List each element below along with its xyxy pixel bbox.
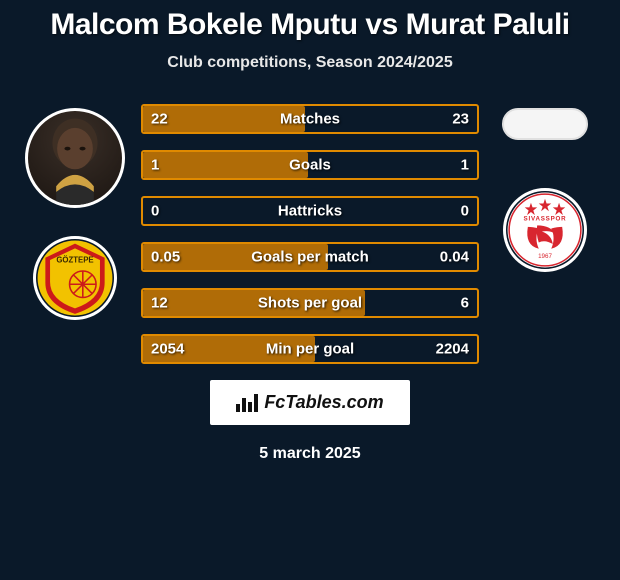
stat-value-left: 0.05 [151, 249, 180, 266]
stat-bar-fill [143, 152, 308, 178]
branding-text: FcTables.com [264, 392, 383, 413]
stat-value-right: 6 [461, 295, 469, 312]
player1-club-badge: GÖZTEPE [33, 236, 117, 320]
stat-row: 0.05 Goals per match 0.04 [141, 242, 479, 272]
stat-label: Goals per match [251, 249, 369, 266]
stat-value-left: 1 [151, 157, 159, 174]
stat-value-right: 1 [461, 157, 469, 174]
stat-row: 0 Hattricks 0 [141, 196, 479, 226]
stat-value-right: 0.04 [440, 249, 469, 266]
page-subtitle: Club competitions, Season 2024/2025 [167, 54, 452, 72]
stat-row: 2054 Min per goal 2204 [141, 334, 479, 364]
svg-text:GÖZTEPE: GÖZTEPE [56, 255, 93, 264]
player-left-column: GÖZTEPE [15, 104, 135, 320]
player1-avatar [25, 108, 125, 208]
comparison-row: GÖZTEPE 22 Matches 23 1 Goals 1 0 Hattricks 0 0.0… [0, 104, 620, 364]
stat-label: Matches [280, 111, 340, 128]
stat-value-right: 0 [461, 203, 469, 220]
stat-label: Min per goal [266, 341, 354, 358]
stat-value-left: 22 [151, 111, 168, 128]
stat-label: Hattricks [278, 203, 342, 220]
bar-chart-icon [236, 394, 258, 412]
page-root: Malcom Bokele Mputu vs Murat Paluli Club… [0, 0, 620, 463]
stat-bars: 22 Matches 23 1 Goals 1 0 Hattricks 0 0.05 Goals p… [135, 104, 485, 364]
avatar-placeholder-icon [28, 108, 122, 208]
club-crest-goztepe-icon: GÖZTEPE [36, 236, 114, 320]
player2-avatar-placeholder [502, 108, 588, 140]
stat-label: Goals [289, 157, 331, 174]
svg-text:1967: 1967 [538, 253, 552, 260]
stat-value-left: 12 [151, 295, 168, 312]
stat-value-right: 2204 [436, 341, 469, 358]
stat-value-right: 23 [452, 111, 469, 128]
stat-label: Shots per goal [258, 295, 362, 312]
branding-badge: FcTables.com [210, 380, 410, 425]
date-text: 5 march 2025 [259, 445, 360, 463]
stat-row: 22 Matches 23 [141, 104, 479, 134]
stat-value-left: 2054 [151, 341, 184, 358]
svg-text:SIVASSPOR: SIVASSPOR [524, 216, 567, 223]
player-right-column: SIVASSPOR 1967 [485, 104, 605, 272]
club-crest-sivasspor-icon: SIVASSPOR 1967 [506, 188, 584, 272]
stat-row: 1 Goals 1 [141, 150, 479, 180]
stat-row: 12 Shots per goal 6 [141, 288, 479, 318]
player2-club-badge: SIVASSPOR 1967 [503, 188, 587, 272]
page-title: Malcom Bokele Mputu vs Murat Paluli [50, 8, 569, 42]
stat-value-left: 0 [151, 203, 159, 220]
